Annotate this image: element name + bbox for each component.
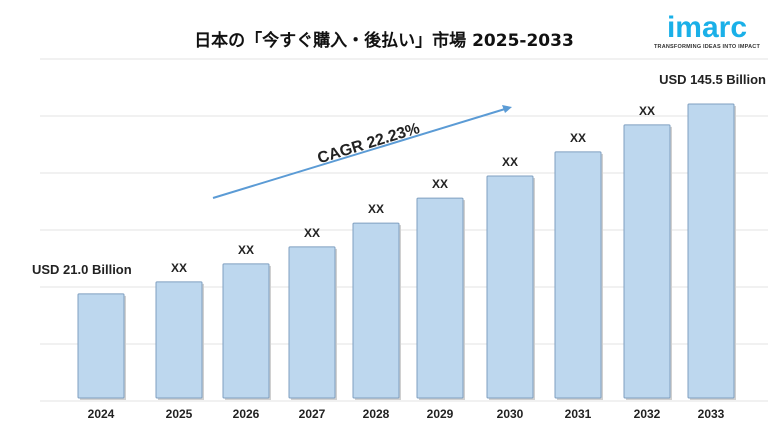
bar-2032 <box>623 124 671 399</box>
data-label-2024: USD 21.0 Billion <box>32 262 132 277</box>
data-label-2028: XX <box>368 202 384 216</box>
data-label-2026: XX <box>238 243 254 257</box>
x-tick-label-2032: 2032 <box>634 407 661 421</box>
x-tick-label-2028: 2028 <box>363 407 390 421</box>
bar-2024 <box>77 293 125 399</box>
x-tick-label-2025: 2025 <box>166 407 193 421</box>
x-tick-label-2029: 2029 <box>427 407 454 421</box>
bar-2033 <box>687 103 735 399</box>
x-tick-label-2026: 2026 <box>233 407 260 421</box>
logo-tagline: TRANSFORMING IDEAS INTO IMPACT <box>653 44 761 50</box>
data-label-2027: XX <box>304 226 320 240</box>
logo-wordmark: imarc <box>666 11 748 44</box>
data-label-2033: USD 145.5 Billion <box>659 72 766 87</box>
cagr-annotation: CAGR 22.23% <box>316 120 422 167</box>
bar-2025 <box>155 281 203 399</box>
bar-2027 <box>288 246 336 399</box>
data-label-2025: XX <box>171 261 187 275</box>
bar-2028 <box>352 222 400 399</box>
chart-title: 日本の「今すぐ購入・後払い」市場 2025-2033 <box>194 31 574 51</box>
data-label-2031: XX <box>570 131 586 145</box>
x-tick-label-2024: 2024 <box>88 407 115 421</box>
x-tick-label-2031: 2031 <box>565 407 592 421</box>
x-tick-label-2033: 2033 <box>698 407 725 421</box>
x-tick-label-2030: 2030 <box>497 407 524 421</box>
bar-2031 <box>554 151 602 399</box>
cagr-arrow <box>212 108 506 199</box>
bar-2029 <box>416 197 464 399</box>
imarc-logo: imarc TRANSFORMING IDEAS INTO IMPACT <box>652 11 762 51</box>
x-tick-label-2027: 2027 <box>299 407 326 421</box>
bar-2026 <box>222 263 270 399</box>
data-label-2030: XX <box>502 155 518 169</box>
bar-2030 <box>486 175 534 399</box>
data-label-2032: XX <box>639 104 655 118</box>
cagr-arrowhead-icon <box>502 105 512 113</box>
data-label-2029: XX <box>432 177 448 191</box>
